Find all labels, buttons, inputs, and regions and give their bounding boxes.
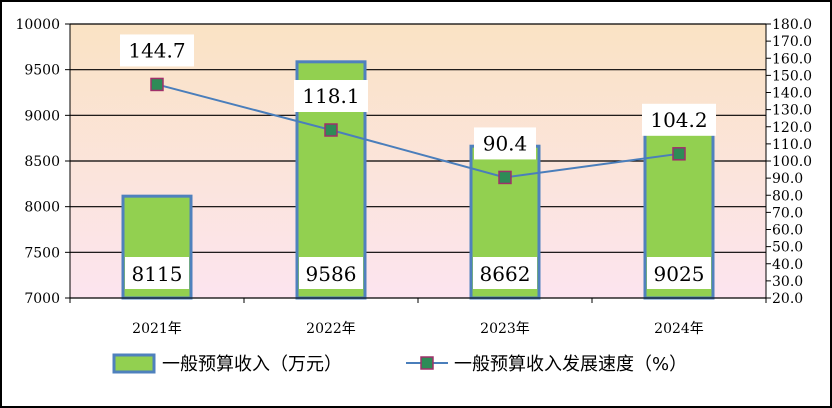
x-tick-label: 2024年 <box>654 321 704 337</box>
bar-value-label: 8115 <box>132 262 183 286</box>
right-tick-label: 80.0 <box>772 188 803 204</box>
growth-value-label: 144.7 <box>128 38 185 62</box>
growth-line <box>156 83 680 179</box>
growth-value-label: 90.4 <box>483 131 528 155</box>
right-tick-label: 150.0 <box>772 68 812 84</box>
growth-marker-2023年 <box>498 170 512 185</box>
right-tick-label: 60.0 <box>772 223 803 239</box>
bar-value-box <box>473 257 537 289</box>
bar-value-label: 8662 <box>480 262 531 286</box>
left-tick-label: 7000 <box>24 291 60 307</box>
right-tick-label: 20.0 <box>772 291 803 307</box>
x-tick-label: 2022年 <box>306 321 356 337</box>
bar-value-label: 9025 <box>654 262 705 286</box>
left-tick-label: 10000 <box>15 17 60 33</box>
right-tick-label: 30.0 <box>772 274 803 290</box>
right-tick-label: 110.0 <box>772 137 812 153</box>
right-tick-label: 70.0 <box>772 205 803 221</box>
growth-value-label: 118.1 <box>302 84 359 108</box>
x-tick-label: 2023年 <box>480 321 530 337</box>
bar-value-box <box>299 257 363 289</box>
right-tick-label: 140.0 <box>772 86 812 102</box>
legend-bar-swatch <box>112 353 156 374</box>
bar-value-box <box>125 257 189 289</box>
growth-marker-2021年 <box>150 77 164 92</box>
bar-value-box <box>647 257 711 289</box>
right-tick-label: 40.0 <box>772 257 803 273</box>
right-tick-label: 160.0 <box>772 51 812 67</box>
right-tick-label: 180.0 <box>772 17 812 33</box>
legend-marker-icon <box>420 356 434 370</box>
growth-value-box <box>294 80 368 113</box>
growth-marker-2024年 <box>672 147 686 161</box>
growth-value-box <box>642 103 716 136</box>
right-tick-label: 120.0 <box>772 120 812 136</box>
left-tick-label: 8000 <box>24 200 60 216</box>
right-tick-label: 170.0 <box>772 34 812 50</box>
legend-bar-label: 一般预算收入（万元） <box>162 354 342 375</box>
right-tick-label: 50.0 <box>772 240 803 256</box>
growth-value-box <box>474 127 536 160</box>
right-tick-label: 100.0 <box>772 154 812 170</box>
left-tick-label: 9000 <box>24 108 60 124</box>
right-tick-label: 90.0 <box>772 171 803 187</box>
growth-marker-2022年 <box>324 123 338 137</box>
left-tick-label: 9500 <box>24 63 60 79</box>
bar-value-label: 9586 <box>306 262 357 286</box>
right-tick-label: 130.0 <box>772 103 812 119</box>
legend-line-label: 一般预算收入发展速度（%） <box>454 354 687 375</box>
left-tick-label: 8500 <box>24 154 60 170</box>
left-tick-label: 7500 <box>24 245 60 261</box>
x-tick-label: 2021年 <box>132 321 182 337</box>
growth-value-label: 104.2 <box>650 108 707 132</box>
growth-value-box <box>120 34 194 67</box>
